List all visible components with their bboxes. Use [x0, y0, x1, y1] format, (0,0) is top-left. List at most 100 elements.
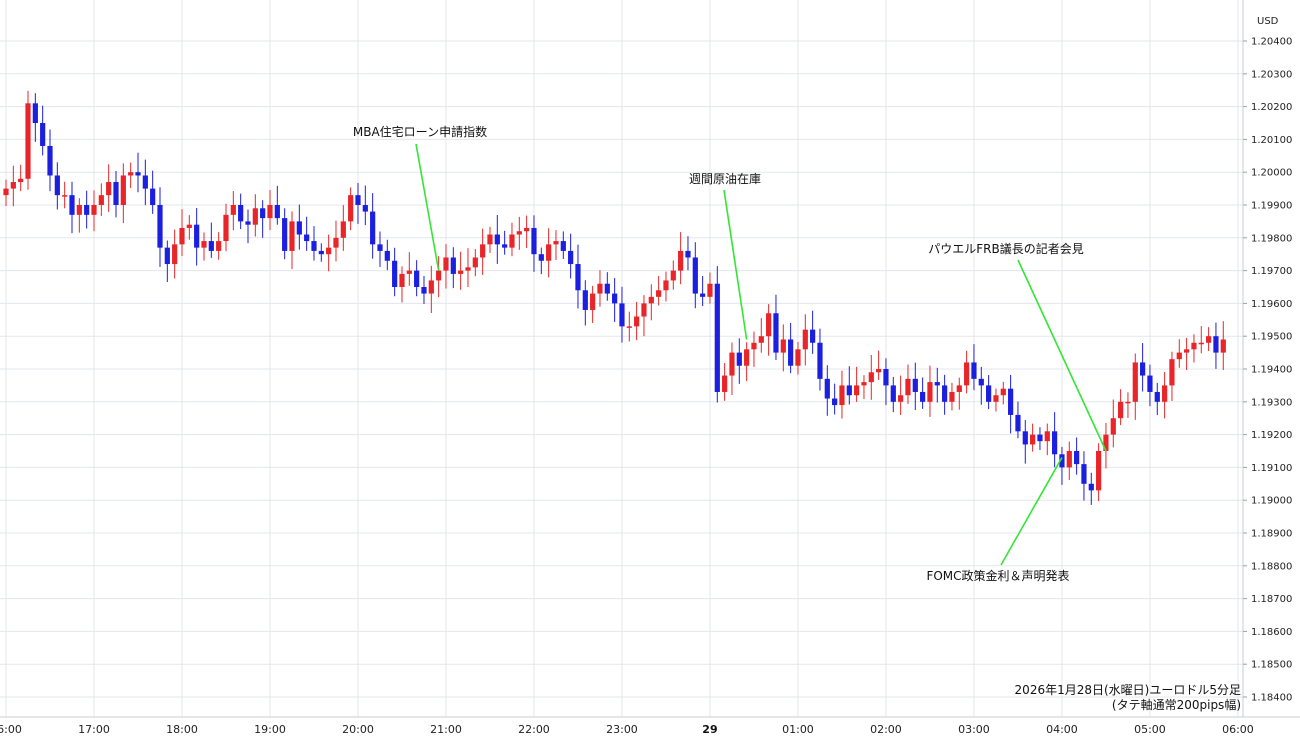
candle[interactable] — [854, 366, 860, 402]
candle[interactable] — [883, 358, 889, 406]
candle[interactable] — [406, 252, 412, 286]
candle[interactable] — [289, 211, 295, 270]
candle[interactable] — [1008, 374, 1014, 434]
candle[interactable] — [274, 185, 280, 225]
candle[interactable] — [421, 275, 427, 304]
candle[interactable] — [494, 215, 500, 264]
candle[interactable] — [1132, 353, 1138, 420]
candle[interactable] — [98, 183, 104, 217]
candle[interactable] — [846, 366, 852, 405]
candle[interactable] — [1030, 423, 1036, 452]
candle[interactable] — [1198, 326, 1204, 354]
candle[interactable] — [612, 278, 618, 322]
candle[interactable] — [135, 152, 141, 193]
candle[interactable] — [480, 228, 486, 275]
candle[interactable] — [340, 205, 346, 251]
candle[interactable] — [1088, 472, 1094, 505]
candle[interactable] — [714, 266, 720, 403]
candle[interactable] — [788, 322, 794, 374]
candle[interactable] — [150, 170, 156, 214]
candle[interactable] — [538, 247, 544, 275]
candle[interactable] — [91, 190, 97, 232]
candle[interactable] — [758, 318, 764, 353]
candle[interactable] — [707, 272, 713, 304]
candle[interactable] — [700, 275, 706, 307]
candle[interactable] — [436, 256, 442, 298]
candle[interactable] — [802, 314, 808, 366]
candle[interactable] — [722, 362, 728, 401]
candle[interactable] — [252, 194, 258, 237]
candle[interactable] — [1184, 337, 1190, 370]
candle[interactable] — [318, 243, 324, 262]
candle[interactable] — [839, 370, 845, 419]
candle[interactable] — [1140, 343, 1146, 392]
candle[interactable] — [810, 310, 816, 354]
candle[interactable] — [648, 284, 654, 321]
candle[interactable] — [1220, 321, 1226, 370]
candle[interactable] — [384, 239, 390, 271]
candle[interactable] — [1110, 399, 1116, 448]
candle[interactable] — [399, 266, 405, 303]
candle[interactable] — [516, 216, 522, 250]
candle[interactable] — [934, 367, 940, 403]
candle[interactable] — [428, 265, 434, 313]
candle[interactable] — [964, 350, 970, 394]
candle[interactable] — [817, 328, 823, 391]
candle[interactable] — [201, 232, 207, 261]
candle[interactable] — [487, 226, 493, 253]
candle[interactable] — [1176, 339, 1182, 368]
candle[interactable] — [1000, 381, 1006, 405]
candle[interactable] — [84, 190, 90, 229]
candle[interactable] — [450, 247, 456, 289]
candle[interactable] — [120, 163, 126, 224]
candle[interactable] — [370, 193, 376, 259]
candle[interactable] — [971, 344, 977, 391]
candle[interactable] — [355, 182, 361, 224]
candle[interactable] — [656, 276, 662, 306]
candle[interactable] — [32, 93, 38, 142]
candle[interactable] — [223, 203, 229, 252]
candle[interactable] — [348, 187, 354, 231]
candle[interactable] — [216, 232, 222, 260]
candle[interactable] — [949, 382, 955, 411]
candle[interactable] — [509, 222, 515, 257]
candle[interactable] — [3, 179, 9, 207]
candle[interactable] — [546, 228, 552, 278]
candle[interactable] — [582, 280, 588, 326]
candle[interactable] — [1103, 423, 1109, 469]
candle[interactable] — [920, 377, 926, 409]
candle[interactable] — [172, 229, 178, 279]
candle[interactable] — [524, 215, 530, 249]
candle[interactable] — [927, 365, 933, 417]
candle[interactable] — [890, 376, 896, 413]
candle[interactable] — [1022, 420, 1028, 464]
candle[interactable] — [560, 231, 566, 259]
candle[interactable] — [736, 338, 742, 384]
candle[interactable] — [296, 204, 302, 250]
candle[interactable] — [978, 366, 984, 405]
candle[interactable] — [1125, 392, 1131, 418]
candle[interactable] — [18, 164, 24, 192]
candle[interactable] — [1044, 423, 1050, 456]
candle[interactable] — [568, 233, 574, 279]
candles[interactable] — [3, 90, 1226, 505]
candle[interactable] — [10, 165, 16, 207]
candle[interactable] — [245, 209, 251, 244]
candle[interactable] — [670, 260, 676, 290]
candle[interactable] — [678, 232, 684, 285]
candle[interactable] — [142, 159, 148, 206]
candle[interactable] — [876, 350, 882, 380]
candle[interactable] — [1015, 401, 1021, 439]
candle[interactable] — [377, 231, 383, 267]
candle[interactable] — [54, 162, 60, 210]
candle[interactable] — [304, 216, 310, 251]
candle[interactable] — [40, 105, 46, 156]
candle[interactable] — [267, 190, 273, 231]
candle[interactable] — [729, 342, 735, 396]
candle[interactable] — [76, 198, 82, 233]
candle[interactable] — [47, 129, 53, 192]
candle[interactable] — [531, 215, 537, 272]
candle[interactable] — [164, 240, 170, 283]
candle[interactable] — [590, 285, 596, 323]
